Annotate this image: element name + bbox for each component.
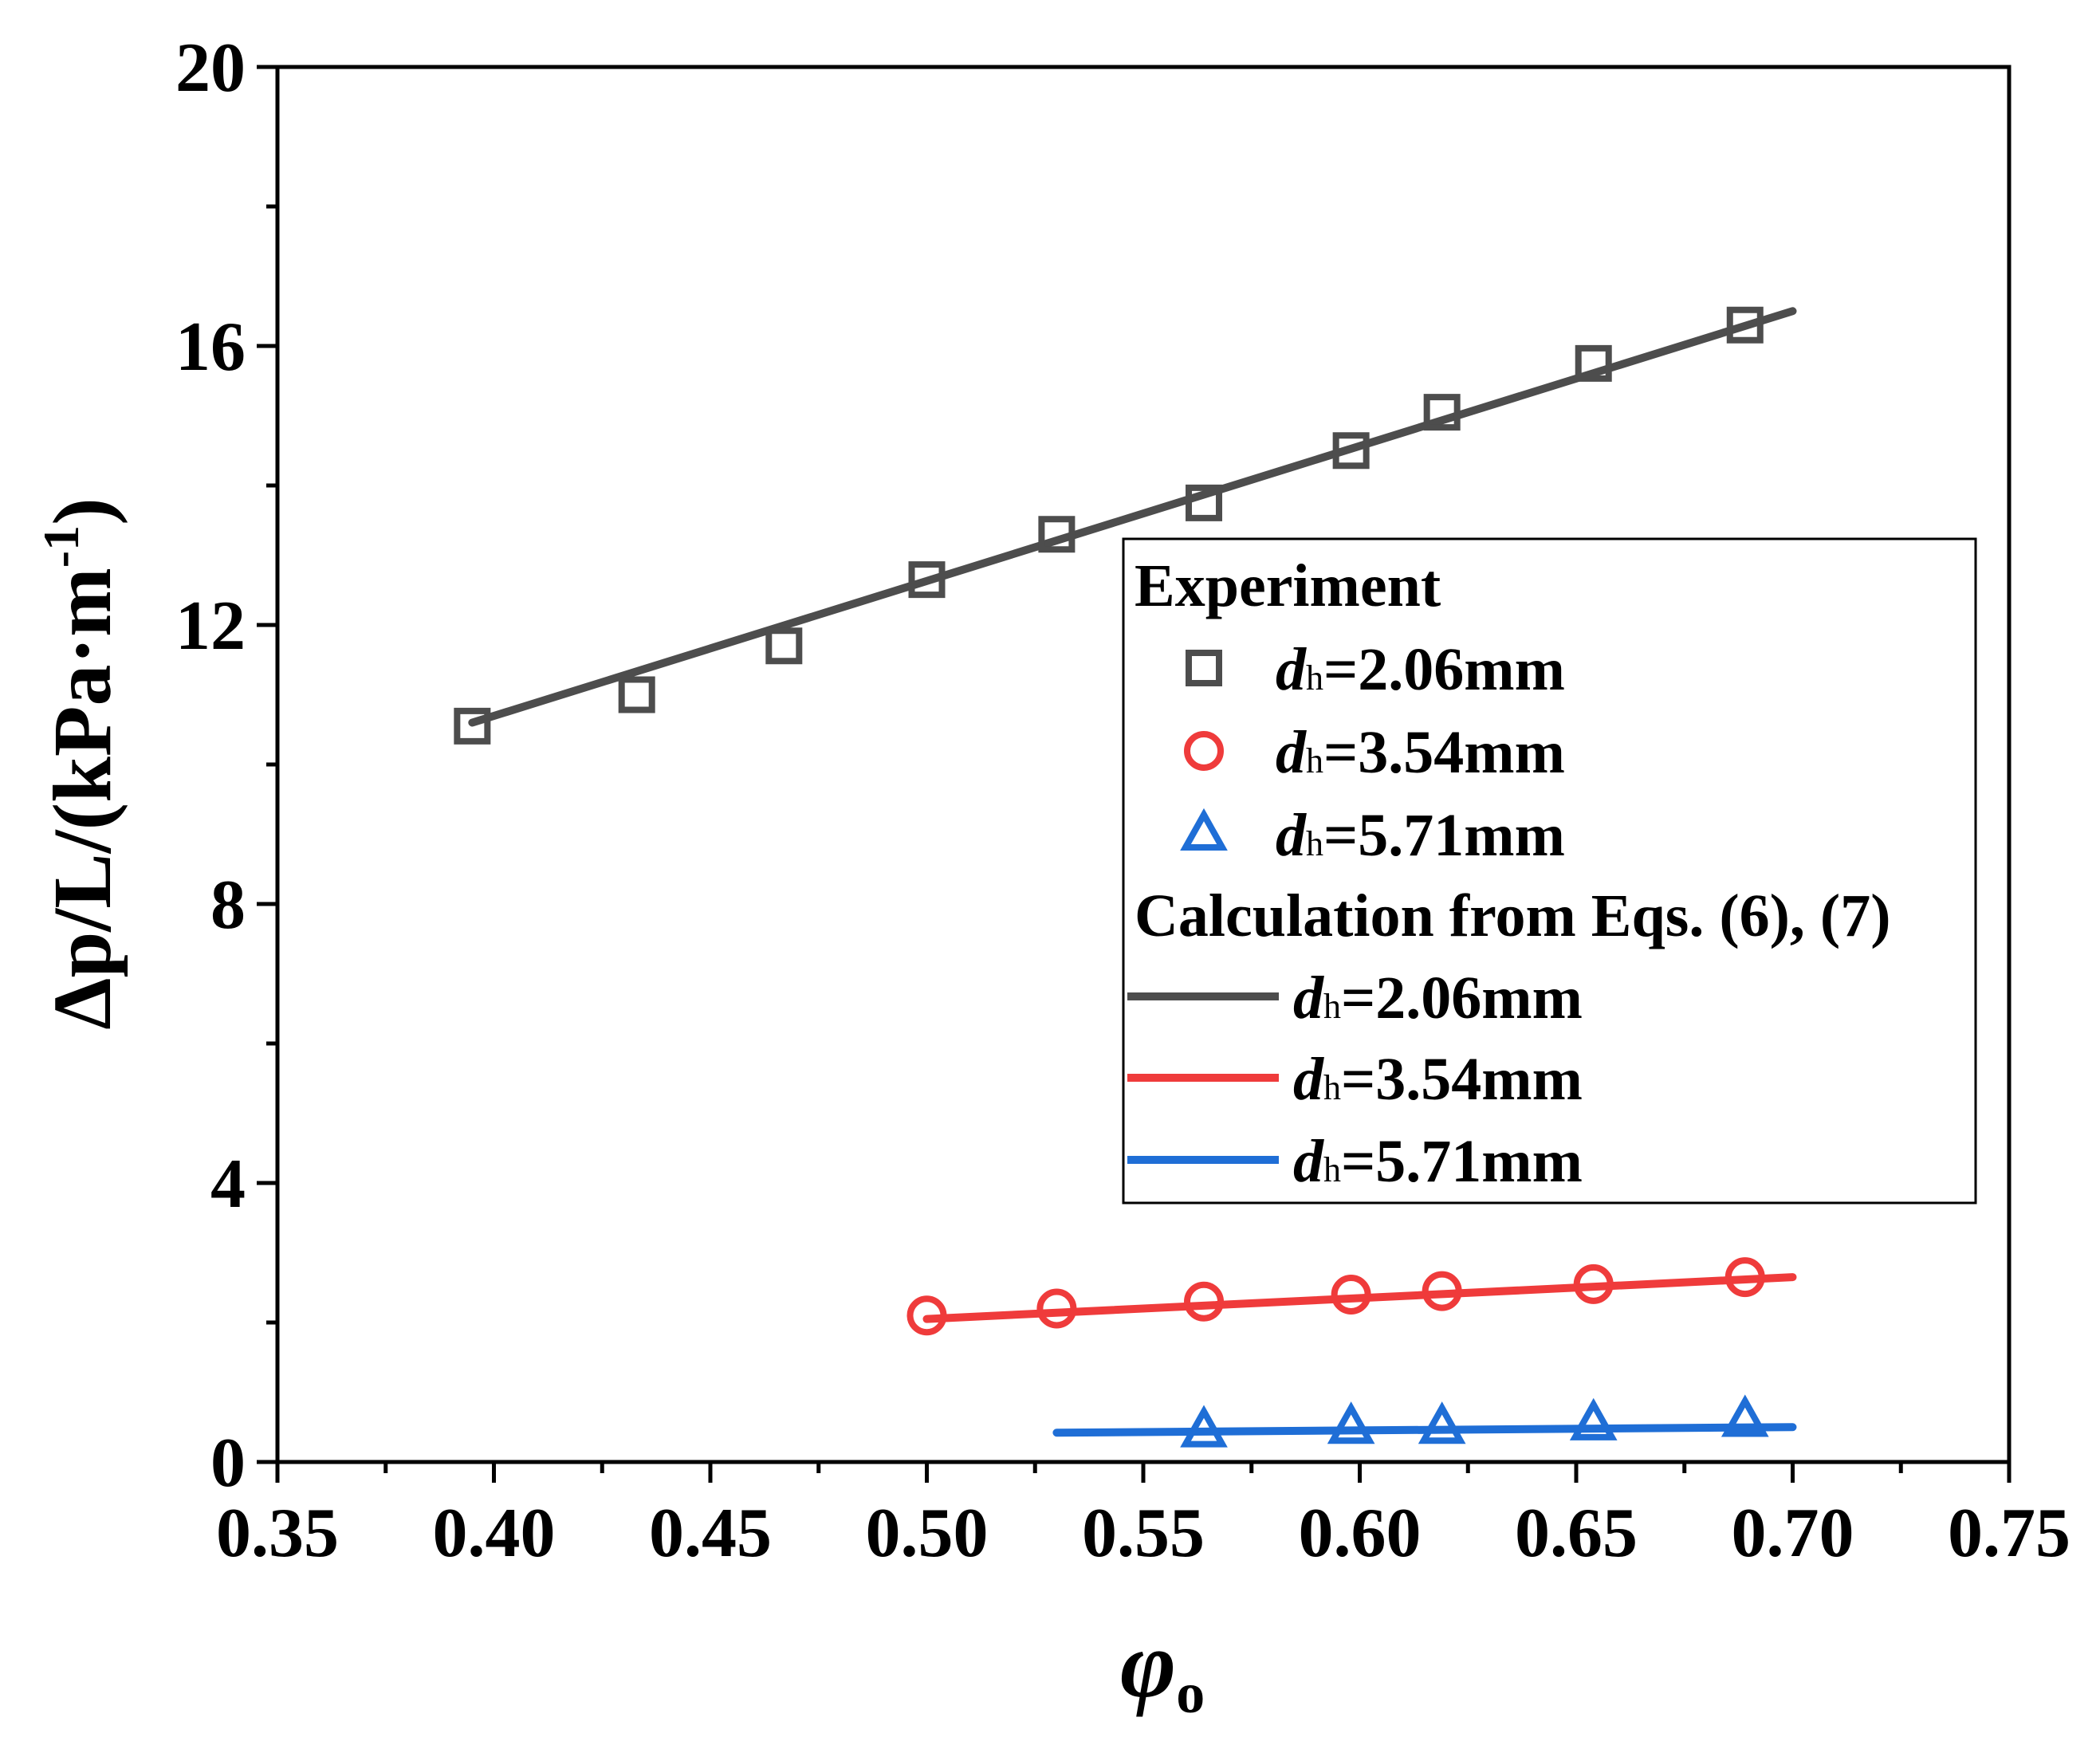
exp-point-2 (906, 1295, 947, 1336)
y-tick-label: 0 (210, 1425, 246, 1502)
x-axis-label: φo (1120, 1611, 1205, 1725)
legend-label-calc-3: dh=5.71mm (1293, 1128, 1583, 1195)
exp-point-2 (1331, 1275, 1371, 1315)
y-tick-label: 16 (175, 309, 246, 386)
exp-point-1 (908, 561, 946, 599)
calc-line-1 (468, 307, 1797, 727)
axis-labels: Δp/L/(kPa·m-1) φo (33, 497, 1205, 1725)
x-tick-label: 0.40 (433, 1495, 556, 1572)
legend-label-exp-1: dh=2.06mm (1276, 636, 1565, 703)
exp-point-3 (1327, 1401, 1375, 1444)
exp-point-2 (1573, 1264, 1614, 1304)
x-tick-label: 0.55 (1082, 1495, 1205, 1572)
legend-label-exp-2: dh=3.54mm (1276, 719, 1565, 786)
exp-point-3 (1180, 1405, 1228, 1448)
exp-point-1 (1332, 432, 1370, 470)
legend-heading-experiment: Experiment (1135, 552, 1441, 619)
exp-point-1 (1726, 306, 1764, 344)
exp-point-1 (1186, 484, 1223, 521)
x-tick-label: 0.65 (1515, 1495, 1638, 1572)
exp-point-1 (1038, 516, 1076, 553)
y-tick-label: 8 (210, 867, 246, 944)
exp-point-3 (1569, 1397, 1618, 1440)
exp-point-1 (1575, 344, 1612, 382)
exp-point-1 (454, 707, 491, 745)
legend-label-calc-2: dh=3.54mm (1293, 1046, 1583, 1113)
plot-data (454, 306, 1797, 1448)
calc-line-3 (1052, 1423, 1797, 1437)
x-tick-label: 0.35 (216, 1495, 339, 1572)
legend-marker-1 (1186, 650, 1222, 686)
x-tick-label: 0.50 (866, 1495, 989, 1572)
exp-point-3 (1721, 1394, 1769, 1437)
exp-point-1 (1423, 394, 1461, 431)
legend-marker-3 (1180, 808, 1228, 851)
x-tick-label: 0.70 (1732, 1495, 1854, 1572)
exp-point-1 (618, 676, 655, 713)
legend: Experiment dh=2.06mm dh=3.54mm dh=5.71mm Cal… (1122, 537, 1977, 1205)
legend-label-exp-3: dh=5.71mm (1276, 802, 1565, 869)
exp-point-3 (1418, 1401, 1466, 1444)
x-tick-label: 0.45 (649, 1495, 772, 1572)
legend-heading-calculation: Calculation from Eqs. (6), (7) (1135, 882, 1891, 949)
y-tick-label: 12 (175, 588, 246, 665)
x-tick-label: 0.60 (1299, 1495, 1422, 1572)
exp-point-2 (1422, 1271, 1462, 1311)
exp-point-2 (1184, 1281, 1225, 1322)
legend-marker-2 (1184, 731, 1224, 771)
y-tick-label: 20 (175, 29, 246, 107)
exp-point-2 (1036, 1288, 1077, 1329)
x-tick-label: 0.75 (1948, 1495, 2071, 1572)
exp-point-2 (1724, 1257, 1765, 1298)
y-tick-label: 4 (210, 1146, 246, 1223)
legend-label-calc-1: dh=2.06mm (1293, 965, 1583, 1032)
legend-box (1122, 537, 1977, 1205)
axes: 0.35 0.40 0.45 0.50 0.55 0.60 0.65 0.70 0.75 0 4 8 1… (175, 29, 2071, 1572)
exp-point-1 (765, 627, 803, 665)
y-axis-label: Δp/L/(kPa·m-1) (33, 497, 128, 1029)
